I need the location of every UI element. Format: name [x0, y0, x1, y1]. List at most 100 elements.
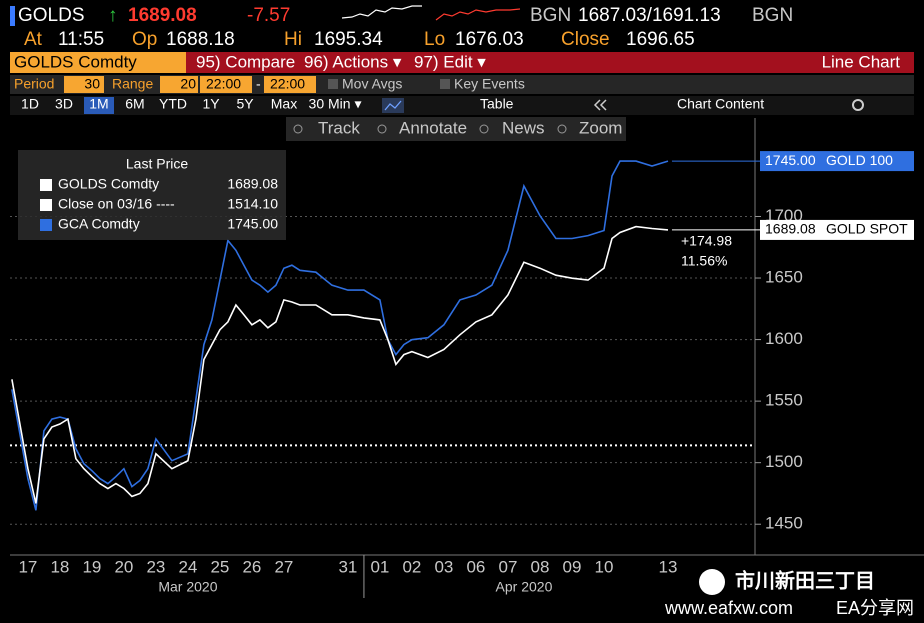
x-tick-label: 08	[530, 557, 549, 576]
x-tick-label: 31	[338, 557, 357, 576]
watermark-site: www.eafxw.com	[664, 598, 793, 618]
tool-icon	[293, 124, 303, 134]
x-tick-label: 23	[146, 557, 165, 576]
watermark-name: 市川新田三丁目	[735, 568, 875, 592]
range-button[interactable]: YTD	[159, 96, 187, 112]
active-range	[84, 97, 114, 114]
legend-label: GCA Comdty	[58, 216, 140, 232]
legend-label: Close on 03/16 ----	[58, 196, 175, 212]
ticker-marker	[10, 6, 15, 26]
x-tick-label: 06	[466, 557, 485, 576]
range-button[interactable]: 1M	[89, 96, 108, 112]
chart-tool[interactable]: Annotate	[399, 118, 467, 137]
x-tick-label: 20	[114, 557, 133, 576]
chart-tool[interactable]: Zoom	[579, 118, 622, 137]
tool-icon	[377, 124, 387, 134]
last-price: 1689.08	[128, 5, 197, 26]
series-line	[11, 160, 669, 511]
option[interactable]: Mov Avgs	[342, 76, 402, 92]
x-tick-label: 02	[402, 557, 421, 576]
to-time: 22:00	[270, 76, 305, 92]
chart-content-button[interactable]: Chart Content	[677, 96, 764, 112]
checkbox[interactable]	[328, 79, 338, 89]
tools-bar	[286, 117, 626, 141]
change-pct: 11.56%	[681, 253, 727, 269]
range-bar	[10, 96, 914, 115]
legend-box	[18, 150, 286, 240]
menu-actions[interactable]: 96) Actions ▾	[304, 52, 402, 71]
ask-label: BGN	[752, 5, 793, 26]
price-tag-name: GOLD 100	[826, 152, 893, 168]
chart-tool[interactable]: News	[502, 118, 545, 137]
net-change: -7.57	[247, 5, 290, 26]
stat-label: Close	[561, 29, 610, 50]
series-line	[11, 225, 669, 504]
range-label: Range	[112, 76, 153, 92]
legend-title: Last Price	[126, 156, 188, 172]
tool-icon	[479, 124, 489, 134]
stat-label: Hi	[284, 29, 302, 50]
stat-label: Lo	[424, 29, 445, 50]
security-box[interactable]	[10, 52, 186, 73]
range-button[interactable]: 3D	[55, 96, 73, 112]
x-tick-label: 26	[242, 557, 261, 576]
stat-label: At	[24, 29, 43, 50]
range-button[interactable]: Max	[271, 96, 297, 112]
range-box[interactable]	[160, 76, 198, 93]
price-tag-value: 1689.08	[765, 221, 816, 237]
price-tag-value: 1745.00	[765, 152, 816, 168]
from-box[interactable]	[200, 76, 252, 93]
period-box[interactable]	[64, 76, 104, 93]
range-button[interactable]: 1D	[21, 96, 39, 112]
stat-value: 1695.34	[314, 29, 383, 50]
legend-swatch	[40, 199, 52, 211]
option[interactable]: Key Events	[454, 76, 525, 92]
period: 30	[84, 76, 100, 92]
legend-swatch	[40, 179, 52, 191]
menu-edit[interactable]: 97) Edit ▾	[414, 52, 486, 71]
up-arrow: ↑	[108, 5, 118, 26]
legend-value: 1745.00	[227, 216, 278, 232]
range-button[interactable]: 30 Min ▾	[309, 96, 362, 112]
wechat-icon	[699, 569, 725, 595]
stat-value: 1696.65	[626, 29, 695, 50]
sparkline-red	[435, 8, 521, 21]
month-label: Mar 2020	[158, 579, 217, 595]
y-tick-label: 1450	[765, 514, 803, 533]
stat-value: 1688.18	[166, 29, 235, 50]
x-tick-label: 13	[658, 557, 677, 576]
from-time: 22:00	[206, 76, 241, 92]
ticker: GOLDS	[18, 5, 85, 26]
toolbar-bar	[10, 52, 914, 73]
chart-tool[interactable]: Track	[318, 118, 360, 137]
line-icon[interactable]	[382, 98, 404, 113]
bid-label: BGN	[530, 5, 571, 26]
to-box[interactable]	[264, 76, 316, 93]
x-tick-label: 10	[594, 557, 613, 576]
legend-swatch	[40, 219, 52, 231]
x-tick-label: 24	[178, 557, 197, 576]
x-tick-label: 17	[18, 557, 37, 576]
gear-icon[interactable]	[852, 99, 864, 111]
y-tick-label: 1500	[765, 452, 803, 471]
sparkline-white	[341, 5, 422, 19]
x-tick-label: 19	[82, 557, 101, 576]
table-button[interactable]: Table	[480, 96, 514, 112]
x-tick-label: 27	[274, 557, 293, 576]
x-tick-label: 01	[370, 557, 389, 576]
period-label: Period	[14, 76, 54, 92]
y-tick-label: 1650	[765, 268, 803, 287]
legend-value: 1514.10	[227, 196, 278, 212]
month-label: Apr 2020	[496, 579, 553, 595]
collapse-icon[interactable]	[593, 99, 607, 111]
x-tick-label: 03	[434, 557, 453, 576]
quote: 1687.03/1691.13	[578, 5, 721, 26]
checkbox[interactable]	[440, 79, 450, 89]
range-button[interactable]: 5Y	[236, 96, 254, 112]
menu-compare[interactable]: 95) Compare	[196, 52, 295, 71]
range-button[interactable]: 1Y	[202, 96, 220, 112]
watermark-brand: EA分享网	[836, 598, 914, 618]
range-button[interactable]: 6M	[125, 96, 144, 112]
price-tag	[760, 151, 914, 172]
